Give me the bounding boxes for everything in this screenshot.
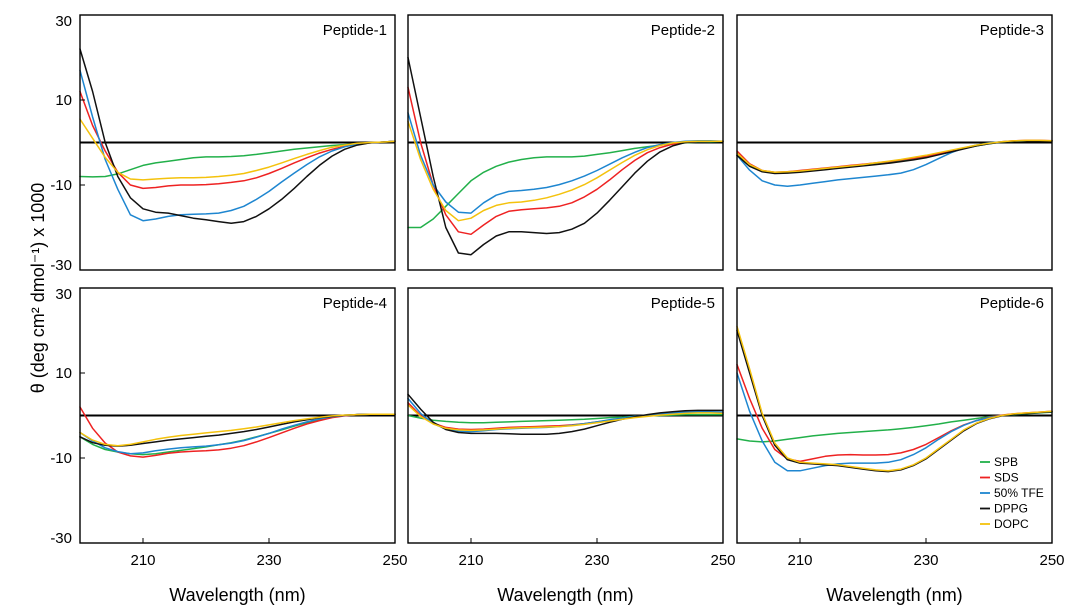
- series-line-spb: [79, 413, 396, 456]
- panel-frame: [79, 14, 396, 271]
- panel-peptide-5: Peptide-5 210 230 250 Wavelength (nm): [407, 287, 736, 605]
- x-axis-title: Wavelength (nm): [826, 585, 962, 605]
- series-line-50-tfe: [79, 413, 396, 455]
- series-line-dppg: [407, 56, 724, 256]
- legend-item: DPPG: [980, 502, 1028, 516]
- legend-item: SDS: [980, 471, 1019, 485]
- panel-title: Peptide-3: [980, 22, 1044, 39]
- series-line-dopc: [79, 118, 396, 181]
- panel-title: Peptide-4: [323, 295, 387, 312]
- series-line-dopc: [407, 404, 724, 432]
- x-tick-label: 250: [382, 552, 407, 569]
- panel-peptide-2: Peptide-2: [407, 14, 724, 271]
- legend-label: SDS: [994, 471, 1019, 485]
- series-line-dopc: [79, 413, 396, 447]
- series-line-50-tfe: [736, 140, 1053, 188]
- panel-title: Peptide-1: [323, 22, 387, 39]
- panel-title: Peptide-2: [651, 22, 715, 39]
- panel-frame: [407, 14, 724, 271]
- legend-label: DOPC: [994, 517, 1029, 531]
- series-line-spb: [736, 140, 1053, 174]
- legend-label: DPPG: [994, 502, 1028, 516]
- panel-title: Peptide-5: [651, 295, 715, 312]
- legend-label: SPB: [994, 455, 1018, 469]
- panel-title: Peptide-6: [980, 295, 1044, 312]
- series-line-spb: [407, 413, 724, 424]
- series-line-sds: [736, 139, 1053, 174]
- legend-label: 50% TFE: [994, 486, 1044, 500]
- panel-peptide-3: Peptide-3: [736, 14, 1053, 271]
- legend-item: SPB: [980, 455, 1018, 469]
- y-tick-label: 30: [55, 286, 72, 303]
- x-tick-label: 250: [1039, 552, 1064, 569]
- series-line-50-tfe: [79, 69, 396, 222]
- panels-grid: Peptide-1 30 10 -10 -30 Peptide-2 Peptide-3 Pep…: [50, 13, 1064, 605]
- y-tick-label: -30: [50, 530, 72, 547]
- x-axis-title: Wavelength (nm): [497, 585, 633, 605]
- panel-peptide-6: Peptide-6 210 230 250 Wavelength (nm): [736, 287, 1065, 605]
- legend-item: DOPC: [980, 517, 1029, 531]
- series-line-dopc: [736, 139, 1053, 174]
- y-tick-label: -10: [50, 450, 72, 467]
- series-line-sds: [407, 86, 724, 236]
- series-line-spb: [407, 140, 724, 229]
- y-axis-title: θ (deg cm² dmol⁻¹) x 1000: [28, 183, 48, 394]
- y-tick-label: 10: [55, 92, 72, 109]
- x-tick-label: 210: [130, 552, 155, 569]
- series-line-spb: [736, 411, 1053, 443]
- y-tick-label: 30: [55, 13, 72, 30]
- series-line-sds: [736, 363, 1053, 463]
- legend-item: 50% TFE: [980, 486, 1044, 500]
- y-tick-label: 10: [55, 365, 72, 382]
- x-tick-label: 210: [458, 552, 483, 569]
- series-line-dppg: [407, 393, 724, 435]
- x-axis-title: Wavelength (nm): [169, 585, 305, 605]
- panel-peptide-4: Peptide-4 30 10 -10 -30 210 230 250 Wavelength (…: [50, 286, 407, 605]
- series-line-50-tfe: [407, 112, 724, 214]
- panel-frame: [79, 287, 396, 544]
- panel-frame: [736, 287, 1053, 544]
- x-tick-label: 230: [256, 552, 281, 569]
- panel-frame: [736, 14, 1053, 271]
- x-tick-label: 230: [584, 552, 609, 569]
- series-line-dopc: [736, 325, 1053, 472]
- series-line-dppg: [79, 48, 396, 225]
- x-tick-label: 230: [913, 552, 938, 569]
- panel-frame: [407, 287, 724, 544]
- series-line-dppg: [736, 140, 1053, 175]
- y-tick-label: -30: [50, 257, 72, 274]
- x-tick-label: 250: [710, 552, 735, 569]
- x-tick-label: 210: [787, 552, 812, 569]
- series-line-dopc: [407, 120, 724, 222]
- y-tick-label: -10: [50, 177, 72, 194]
- panel-peptide-1: Peptide-1 30 10 -10 -30: [50, 13, 396, 274]
- series-line-dppg: [736, 329, 1053, 473]
